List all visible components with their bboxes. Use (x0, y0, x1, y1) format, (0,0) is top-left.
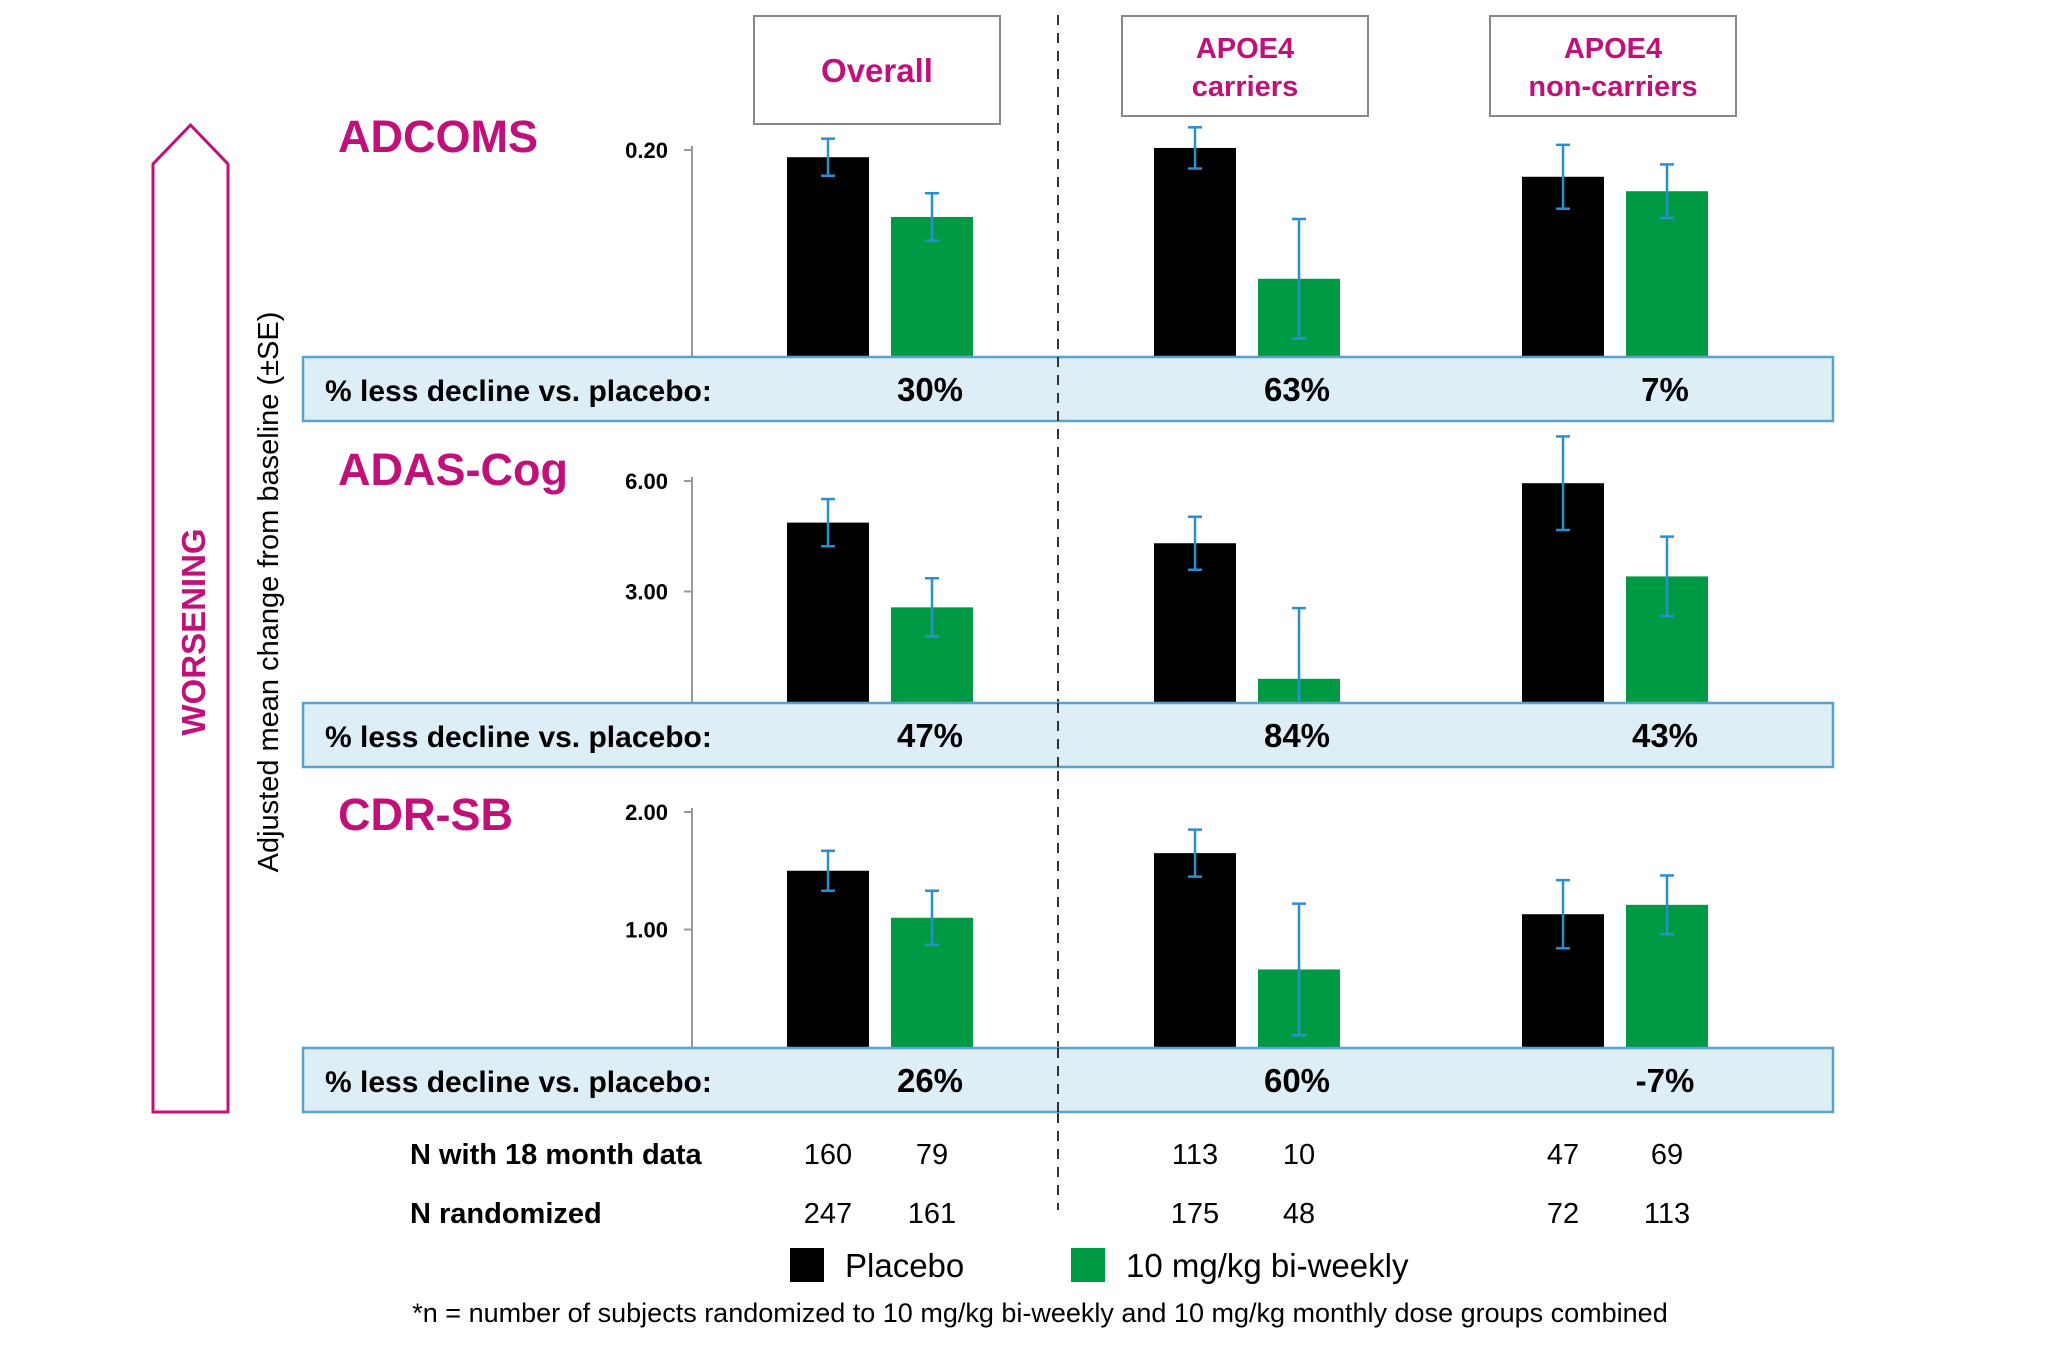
n-table-value: 47 (1547, 1139, 1579, 1171)
panel-title: CDR-SB (338, 789, 513, 840)
legend-label: Placebo (845, 1247, 964, 1284)
footnote: *n = number of subjects randomized to 10… (412, 1298, 1667, 1328)
n-table-value: 10 (1283, 1139, 1315, 1171)
n-table-value: 79 (916, 1139, 948, 1171)
n-table-row-label: N with 18 month data (410, 1139, 703, 1171)
worsening-arrow (151, 122, 230, 1114)
panel-title: ADCOMS (338, 111, 538, 162)
group-header-line: APOE4 (1564, 33, 1662, 65)
percent-value: 7% (1641, 371, 1689, 408)
y-tick-label: 2.00 (625, 800, 668, 825)
y-axis-label: Adjusted mean change from baseline (±SE) (253, 312, 285, 873)
percent-band-label: % less decline vs. placebo: (325, 721, 712, 754)
bar-placebo (787, 157, 869, 356)
y-tick-label: 0.20 (625, 138, 668, 163)
n-table-value: 72 (1547, 1198, 1579, 1230)
n-table-value: 113 (1172, 1139, 1218, 1171)
n-table-value: 161 (908, 1198, 956, 1230)
percent-value: 84% (1264, 717, 1330, 754)
percent-value: 30% (897, 371, 963, 408)
percent-value: 60% (1264, 1062, 1330, 1099)
group-header-label: APOE4 non-carriers (1528, 33, 1697, 103)
y-tick-label: 6.00 (625, 469, 668, 494)
percent-band (301, 1046, 1835, 1114)
percent-value: 47% (897, 717, 963, 754)
group-header-label: Overall (821, 52, 933, 89)
percent-value: 26% (897, 1062, 963, 1099)
n-table-value: 247 (804, 1198, 852, 1230)
group-header-box (1489, 15, 1737, 117)
n-table-value: 160 (804, 1139, 852, 1171)
percent-band-label: % less decline vs. placebo: (325, 375, 712, 408)
legend-swatch (1071, 1248, 1105, 1282)
bar-placebo (787, 522, 869, 702)
n-table-value: 113 (1644, 1198, 1690, 1230)
bar-placebo (1154, 853, 1236, 1047)
legend-swatch (790, 1248, 824, 1282)
bar-placebo (787, 870, 869, 1047)
percent-band (301, 701, 1835, 769)
percent-value: 63% (1264, 371, 1330, 408)
panel-title: ADAS-Cog (338, 444, 568, 495)
n-table-value: 69 (1651, 1139, 1683, 1171)
group-header-line: non-carriers (1528, 71, 1697, 103)
n-table-value: 48 (1283, 1198, 1315, 1230)
legend-label: 10 mg/kg bi-weekly (1126, 1247, 1409, 1284)
percent-value: -7% (1636, 1062, 1695, 1099)
percent-value: 43% (1632, 717, 1698, 754)
percent-band (301, 355, 1835, 423)
group-header-label: APOE4 carriers (1192, 33, 1298, 103)
y-tick-label: 3.00 (625, 580, 668, 605)
group-header-line: APOE4 (1196, 33, 1294, 65)
group-header-box (1121, 15, 1369, 117)
side-label: WORSENING (175, 528, 212, 735)
n-table-value: 175 (1171, 1198, 1219, 1230)
y-tick-label: 1.00 (625, 918, 668, 943)
group-header-box (753, 15, 1001, 125)
bar-placebo (1154, 147, 1236, 356)
group-header-line: carriers (1192, 71, 1298, 103)
n-table-row-label: N randomized (410, 1198, 602, 1230)
percent-band-label: % less decline vs. placebo: (325, 1066, 712, 1099)
